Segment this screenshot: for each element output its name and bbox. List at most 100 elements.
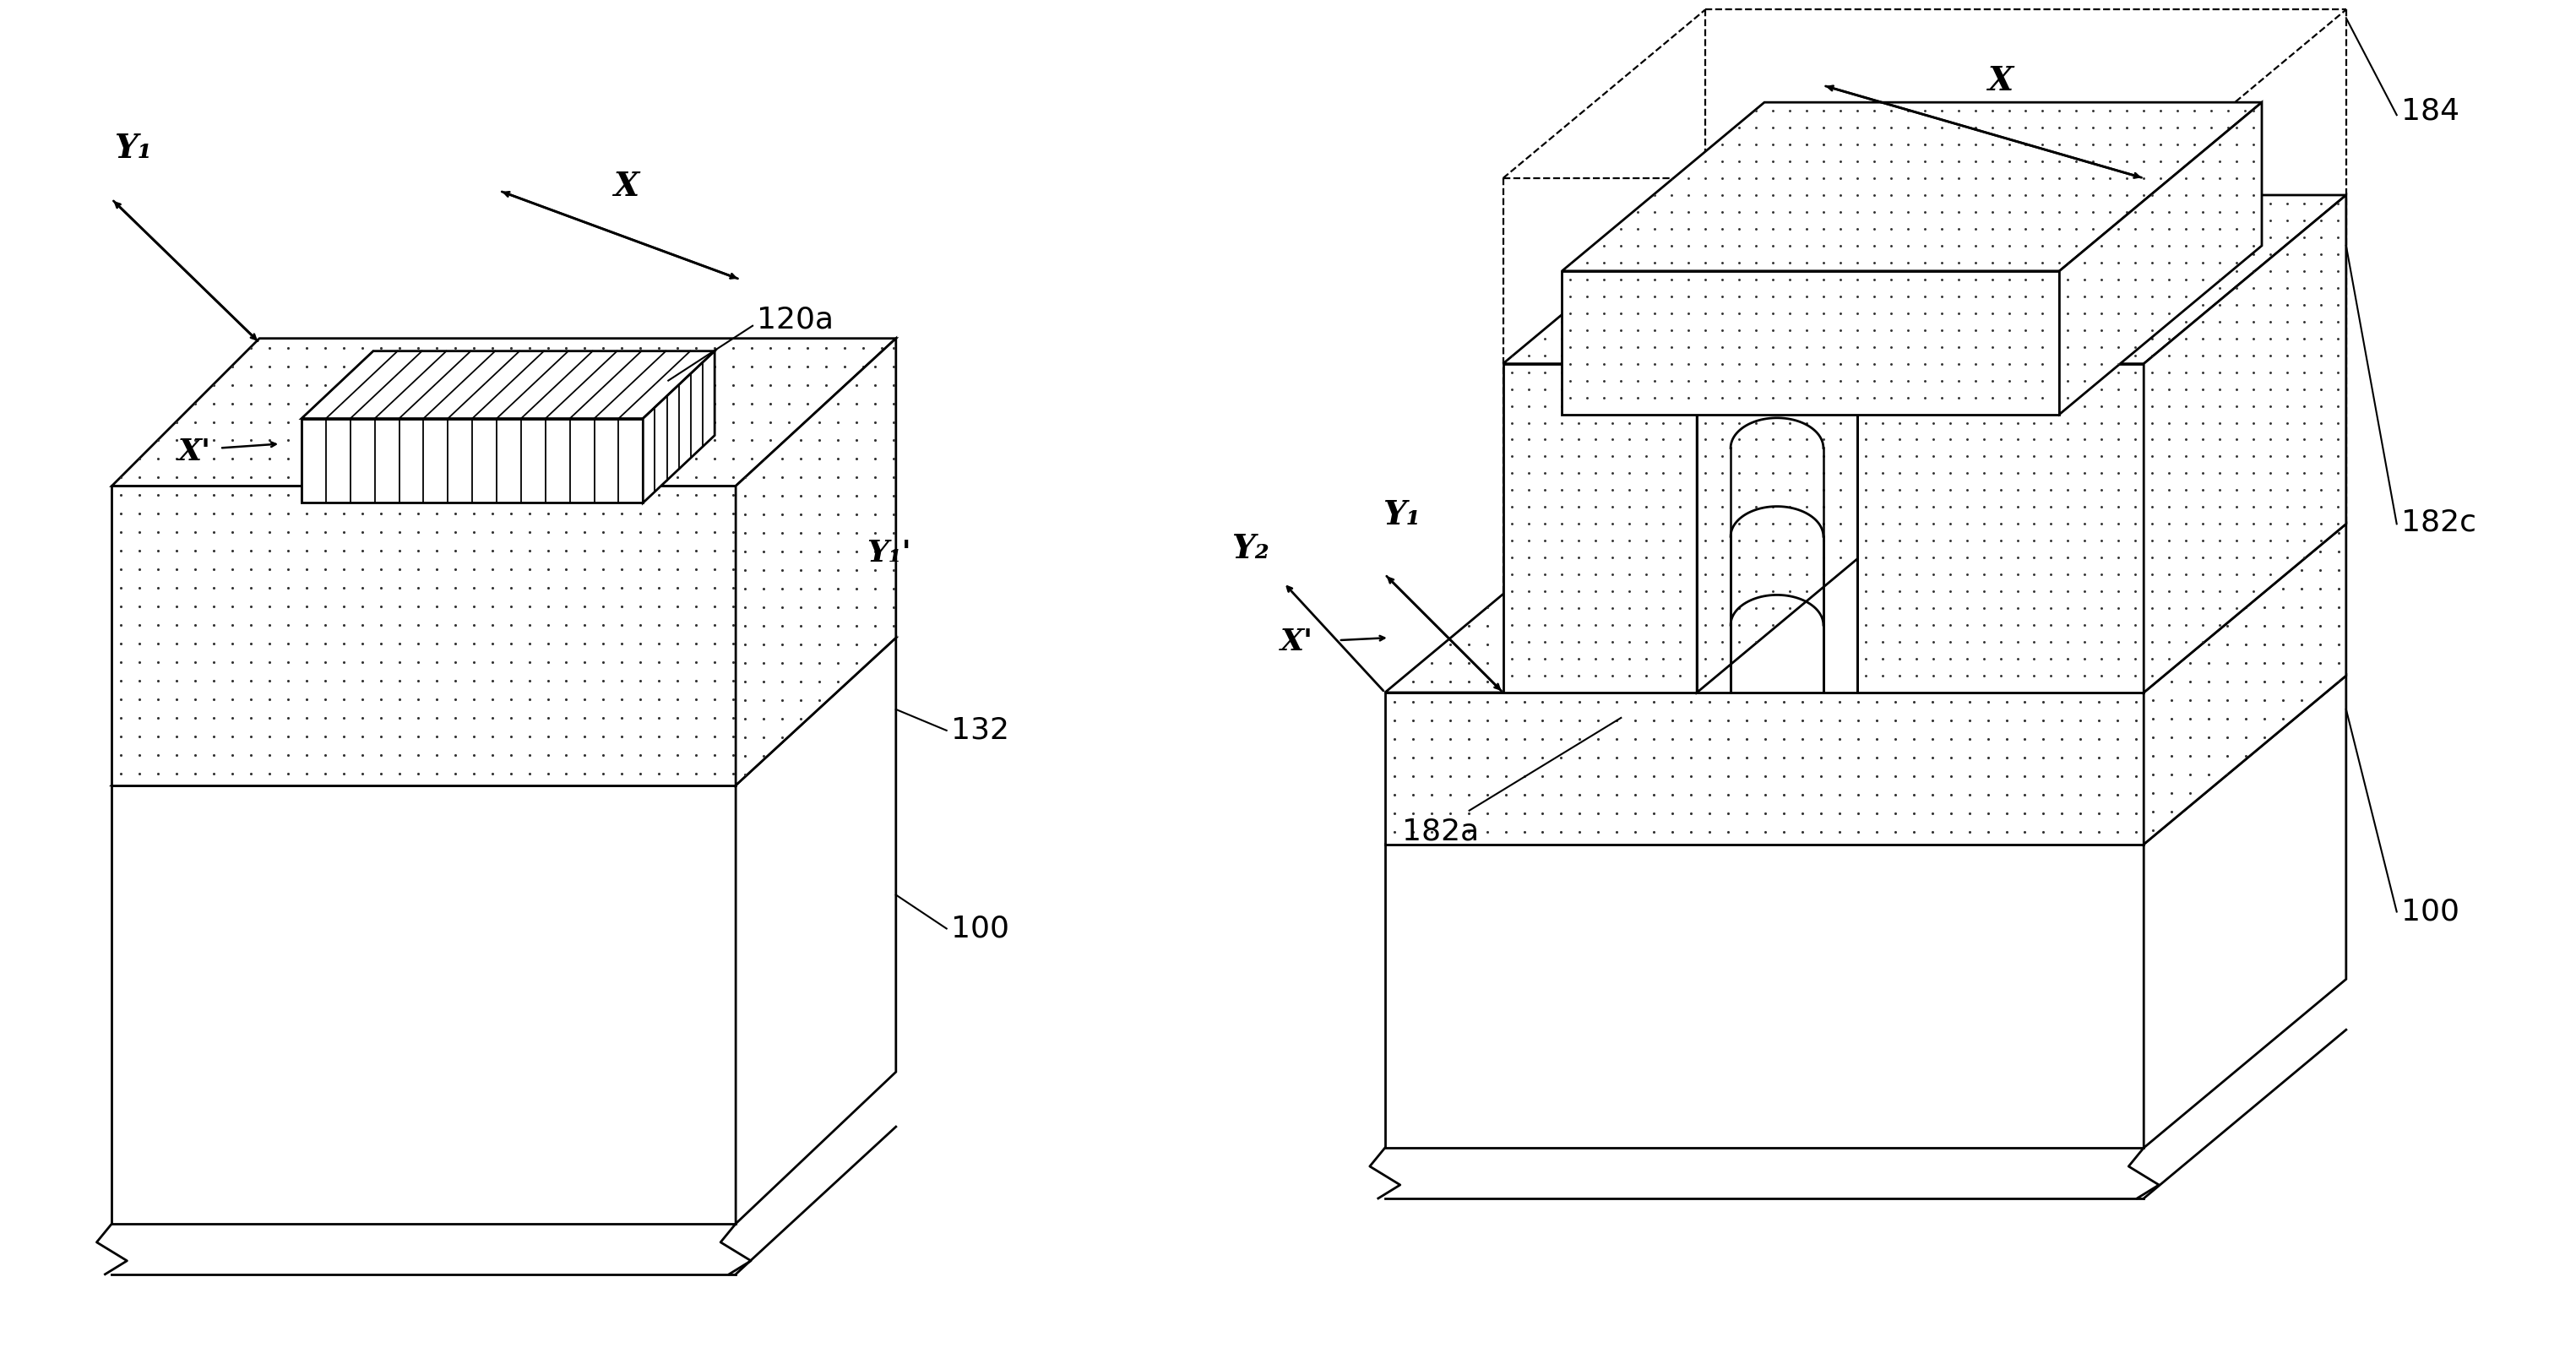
Point (2280, 763, 2321, 785)
Point (1955, 116, 1996, 138)
Point (1504, 652, 1546, 674)
Point (1577, 783, 1618, 805)
Point (1819, 513, 1860, 534)
Point (2130, 260, 2172, 281)
Point (304, 595, 345, 617)
Point (1811, 345, 1852, 367)
Point (489, 448, 531, 469)
Point (564, 448, 605, 469)
Point (1945, 294, 1986, 315)
Point (1996, 648, 2038, 670)
Point (193, 448, 234, 469)
Point (2318, 746, 2360, 767)
Point (1718, 294, 1759, 315)
Point (1610, 395, 1651, 417)
Point (1412, 728, 1453, 750)
Point (714, 392, 755, 414)
Point (1558, 497, 1600, 518)
Point (2130, 497, 2172, 518)
Point (2040, 616, 2081, 637)
Point (343, 744, 384, 766)
Point (2318, 633, 2360, 655)
Point (1937, 218, 1978, 239)
Point (2097, 479, 2138, 501)
Point (2148, 184, 2190, 206)
Point (742, 633, 783, 655)
Point (1600, 302, 1641, 323)
Point (1803, 210, 1844, 231)
Point (1852, 277, 1893, 299)
Point (2063, 260, 2105, 281)
Point (2300, 597, 2342, 618)
Point (1803, 598, 1844, 620)
Point (1726, 541, 1767, 563)
Point (2133, 652, 2174, 674)
Point (2166, 260, 2208, 281)
Point (343, 595, 384, 617)
Point (1888, 235, 1929, 257)
Point (2141, 202, 2182, 223)
Point (1492, 210, 1533, 231)
Point (286, 448, 327, 469)
Point (1937, 387, 1978, 409)
Point (1777, 294, 1819, 315)
Point (873, 616, 914, 637)
Point (2115, 116, 2156, 138)
Point (193, 559, 234, 580)
Point (2115, 664, 2156, 686)
Point (817, 578, 858, 599)
Point (2280, 782, 2321, 804)
Point (1968, 522, 2009, 544)
Point (1837, 387, 1878, 409)
Point (471, 503, 513, 525)
Point (2074, 202, 2115, 223)
Point (2166, 327, 2208, 349)
Point (2130, 294, 2172, 315)
Point (2097, 802, 2138, 824)
Point (1785, 327, 1826, 349)
Point (1819, 429, 1860, 451)
Point (1558, 578, 1600, 599)
Point (2190, 150, 2231, 172)
Point (2079, 633, 2120, 655)
Point (2081, 336, 2123, 357)
Point (415, 356, 456, 377)
Point (507, 651, 549, 672)
Point (2282, 210, 2324, 231)
Point (1785, 353, 1826, 375)
Point (1929, 210, 1971, 231)
Point (1566, 319, 1607, 341)
Point (1584, 302, 1625, 323)
Point (2300, 513, 2342, 534)
Point (1703, 530, 1744, 552)
Point (1981, 513, 2022, 534)
Point (873, 727, 914, 748)
Point (1981, 411, 2022, 433)
Point (1744, 728, 1785, 750)
Point (379, 521, 420, 543)
Point (600, 540, 641, 561)
Point (397, 448, 438, 469)
Point (343, 578, 384, 599)
Point (1685, 235, 1726, 257)
Point (2014, 429, 2056, 451)
Point (639, 559, 680, 580)
Point (2115, 387, 2156, 409)
Point (193, 430, 234, 452)
Point (1888, 353, 1929, 375)
Point (2048, 353, 2089, 375)
Point (471, 725, 513, 747)
Point (1551, 184, 1592, 206)
Point (1566, 387, 1607, 409)
Point (1837, 671, 1878, 693)
Point (2244, 652, 2285, 674)
Point (2166, 311, 2208, 333)
Point (1643, 664, 1685, 686)
Point (2048, 664, 2089, 686)
Point (1785, 630, 1826, 652)
Point (2300, 327, 2342, 349)
Point (1736, 564, 1777, 586)
Point (1651, 168, 1692, 189)
Point (2148, 395, 2190, 417)
Point (2282, 192, 2324, 214)
